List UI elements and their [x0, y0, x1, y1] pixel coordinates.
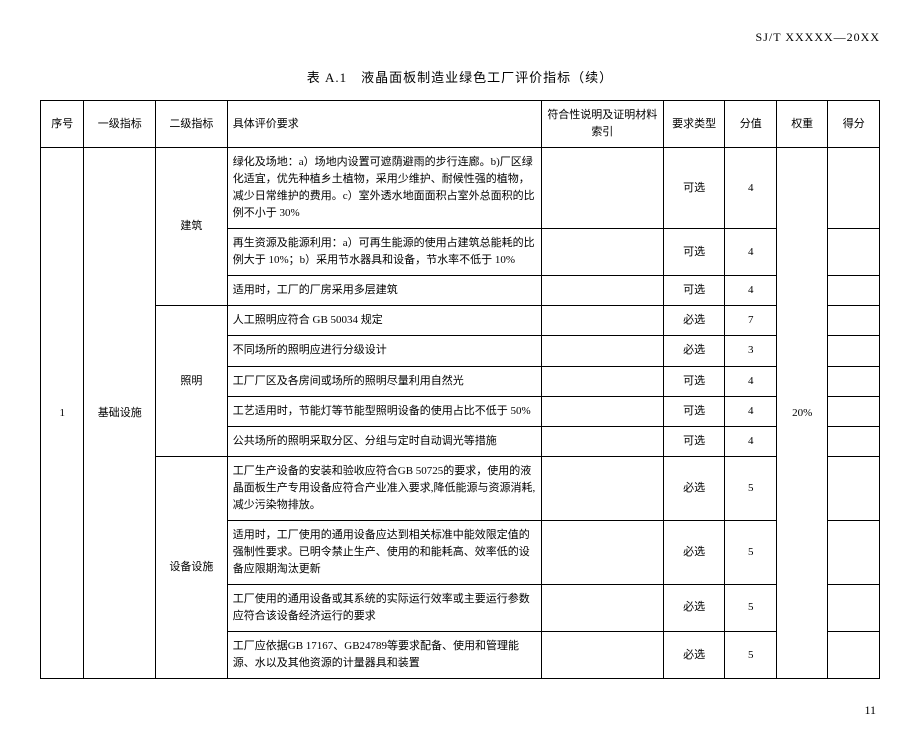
col-type: 要求类型: [663, 101, 725, 148]
cell-reference: [541, 426, 663, 456]
cell-get: [828, 336, 880, 366]
cell-get: [828, 148, 880, 229]
cell-reference: [541, 366, 663, 396]
cell-score: 4: [725, 276, 776, 306]
cell-reference: [541, 632, 663, 679]
cell-score: 7: [725, 306, 776, 336]
cell-reference: [541, 148, 663, 229]
cell-reference: [541, 584, 663, 631]
cell-reference: [541, 306, 663, 336]
col-weight: 权重: [776, 101, 827, 148]
cell-reference: [541, 276, 663, 306]
cell-requirement: 工厂厂区及各房间或场所的照明尽量利用自然光: [227, 366, 541, 396]
cell-reference: [541, 229, 663, 276]
cell-requirement: 工厂使用的通用设备或其系统的实际运行效率或主要运行参数应符合该设备经济运行的要求: [227, 584, 541, 631]
cell-type: 可选: [663, 276, 725, 306]
cell-requirement: 再生资源及能源利用：a）可再生能源的使用占建筑总能耗的比例大于 10%；b）采用…: [227, 229, 541, 276]
cell-get: [828, 456, 880, 520]
cell-weight: 20%: [776, 148, 827, 679]
cell-requirement: 适用时，工厂的厂房采用多层建筑: [227, 276, 541, 306]
cell-seq: 1: [41, 148, 84, 679]
cell-l1: 基础设施: [84, 148, 156, 679]
cell-get: [828, 276, 880, 306]
cell-get: [828, 306, 880, 336]
cell-requirement: 公共场所的照明采取分区、分组与定时自动调光等措施: [227, 426, 541, 456]
table-row: 1基础设施建筑绿化及场地：a）场地内设置可遮荫避雨的步行连廊。b)厂区绿化适宜，…: [41, 148, 880, 229]
cell-score: 4: [725, 148, 776, 229]
cell-l2: 设备设施: [156, 456, 228, 678]
cell-score: 4: [725, 426, 776, 456]
standard-code: SJ/T XXXXX—20XX: [40, 30, 880, 45]
cell-type: 必选: [663, 632, 725, 679]
cell-reference: [541, 456, 663, 520]
cell-score: 5: [725, 584, 776, 631]
cell-get: [828, 632, 880, 679]
cell-requirement: 人工照明应符合 GB 50034 规定: [227, 306, 541, 336]
cell-requirement: 不同场所的照明应进行分级设计: [227, 336, 541, 366]
cell-requirement: 绿化及场地：a）场地内设置可遮荫避雨的步行连廊。b)厂区绿化适宜，优先种植乡土植…: [227, 148, 541, 229]
cell-type: 必选: [663, 520, 725, 584]
cell-get: [828, 584, 880, 631]
cell-score: 5: [725, 520, 776, 584]
cell-reference: [541, 520, 663, 584]
cell-type: 必选: [663, 584, 725, 631]
col-get: 得分: [828, 101, 880, 148]
cell-reference: [541, 336, 663, 366]
cell-type: 必选: [663, 306, 725, 336]
table-caption: 表 A.1 液晶面板制造业绿色工厂评价指标（续）: [40, 67, 880, 86]
cell-score: 4: [725, 396, 776, 426]
cell-score: 5: [725, 632, 776, 679]
cell-type: 可选: [663, 426, 725, 456]
cell-score: 3: [725, 336, 776, 366]
cell-requirement: 工厂应依据GB 17167、GB24789等要求配备、使用和管理能源、水以及其他…: [227, 632, 541, 679]
col-l1: 一级指标: [84, 101, 156, 148]
cell-score: 5: [725, 456, 776, 520]
cell-requirement: 工艺适用时，节能灯等节能型照明设备的使用占比不低于 50%: [227, 396, 541, 426]
col-ref: 符合性说明及证明材料索引: [541, 101, 663, 148]
table-row: 照明人工照明应符合 GB 50034 规定必选7: [41, 306, 880, 336]
cell-type: 可选: [663, 366, 725, 396]
table-row: 设备设施工厂生产设备的安装和验收应符合GB 50725的要求，使用的液晶面板生产…: [41, 456, 880, 520]
cell-get: [828, 229, 880, 276]
cell-get: [828, 366, 880, 396]
col-score: 分值: [725, 101, 776, 148]
cell-type: 可选: [663, 229, 725, 276]
table-header-row: 序号 一级指标 二级指标 具体评价要求 符合性说明及证明材料索引 要求类型 分值…: [41, 101, 880, 148]
page-number: 11: [40, 703, 880, 718]
col-l2: 二级指标: [156, 101, 228, 148]
cell-requirement: 适用时，工厂使用的通用设备应达到相关标准中能效限定值的强制性要求。已明令禁止生产…: [227, 520, 541, 584]
cell-score: 4: [725, 366, 776, 396]
cell-reference: [541, 396, 663, 426]
cell-l2: 建筑: [156, 148, 228, 306]
cell-get: [828, 426, 880, 456]
cell-l2: 照明: [156, 306, 228, 456]
cell-type: 必选: [663, 336, 725, 366]
cell-requirement: 工厂生产设备的安装和验收应符合GB 50725的要求，使用的液晶面板生产专用设备…: [227, 456, 541, 520]
evaluation-table: 序号 一级指标 二级指标 具体评价要求 符合性说明及证明材料索引 要求类型 分值…: [40, 100, 880, 679]
cell-type: 可选: [663, 148, 725, 229]
cell-get: [828, 396, 880, 426]
cell-type: 可选: [663, 396, 725, 426]
cell-get: [828, 520, 880, 584]
cell-type: 必选: [663, 456, 725, 520]
cell-score: 4: [725, 229, 776, 276]
col-seq: 序号: [41, 101, 84, 148]
col-req: 具体评价要求: [227, 101, 541, 148]
